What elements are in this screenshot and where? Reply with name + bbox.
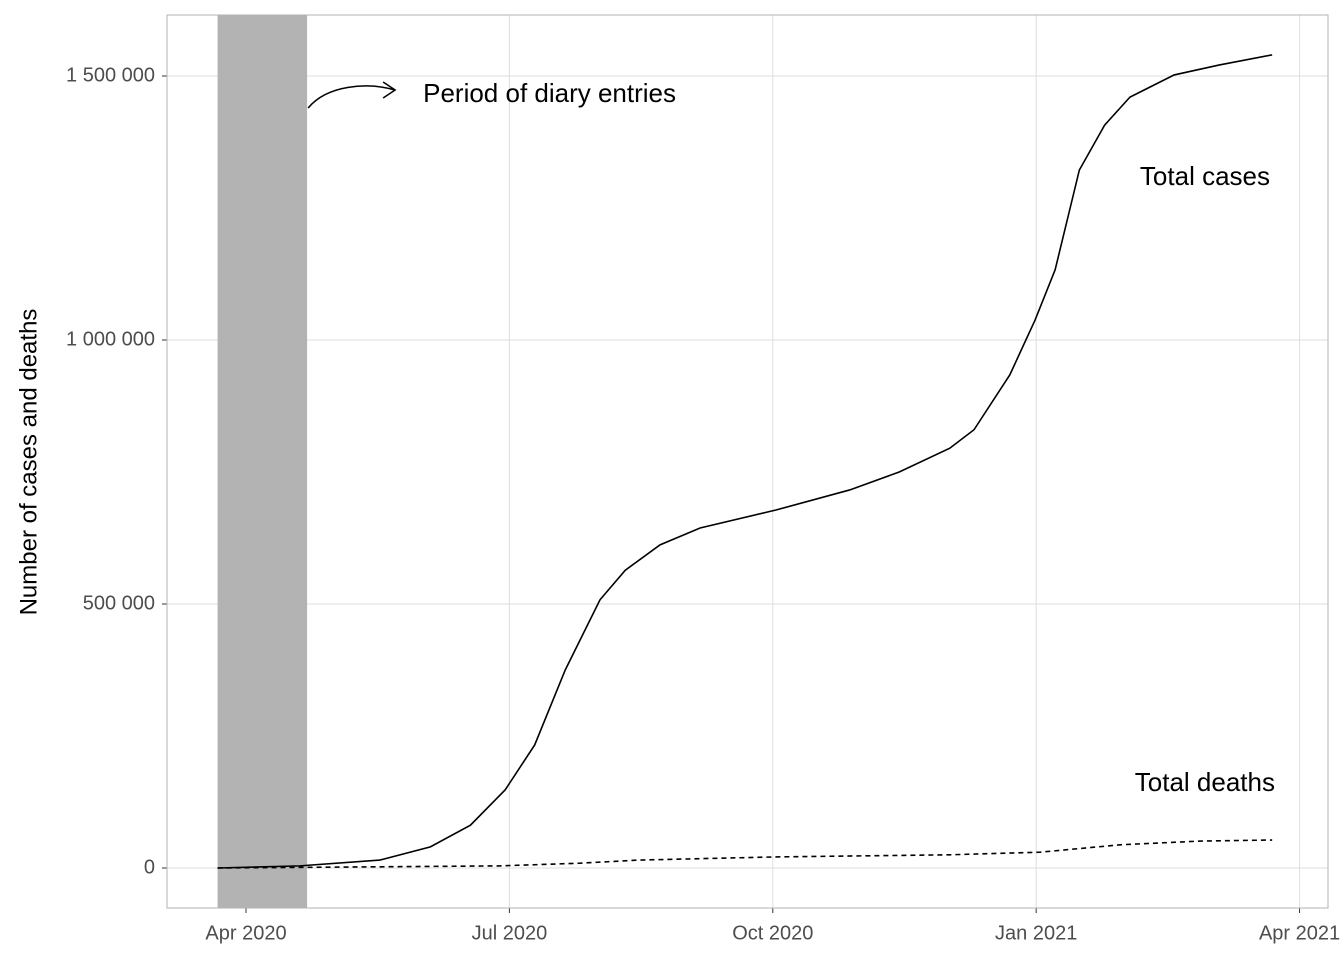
x-tick-label: Apr 2020 [205,922,286,944]
x-tick-label: Jan 2021 [995,922,1077,944]
y-tick-label: 0 [144,856,155,878]
annotation: Period of diary entries [423,78,676,108]
shaded-period [217,15,308,908]
y-tick-label: 1 000 000 [66,328,155,350]
y-tick-label: 500 000 [83,592,155,614]
panel-border [166,14,1329,909]
x-tick-label: Oct 2020 [732,922,813,944]
series-label: Total deaths [1135,767,1275,797]
line [217,839,1273,869]
x-tick-label: Jul 2020 [472,922,548,944]
annotation-arrow [307,81,397,109]
line [217,54,1273,869]
x-tick-label: Apr 2021 [1259,922,1340,944]
y-axis-title: Number of cases and deaths [15,309,42,616]
y-tick-label: 1 500 000 [66,64,155,86]
series-label: Total cases [1140,161,1270,191]
